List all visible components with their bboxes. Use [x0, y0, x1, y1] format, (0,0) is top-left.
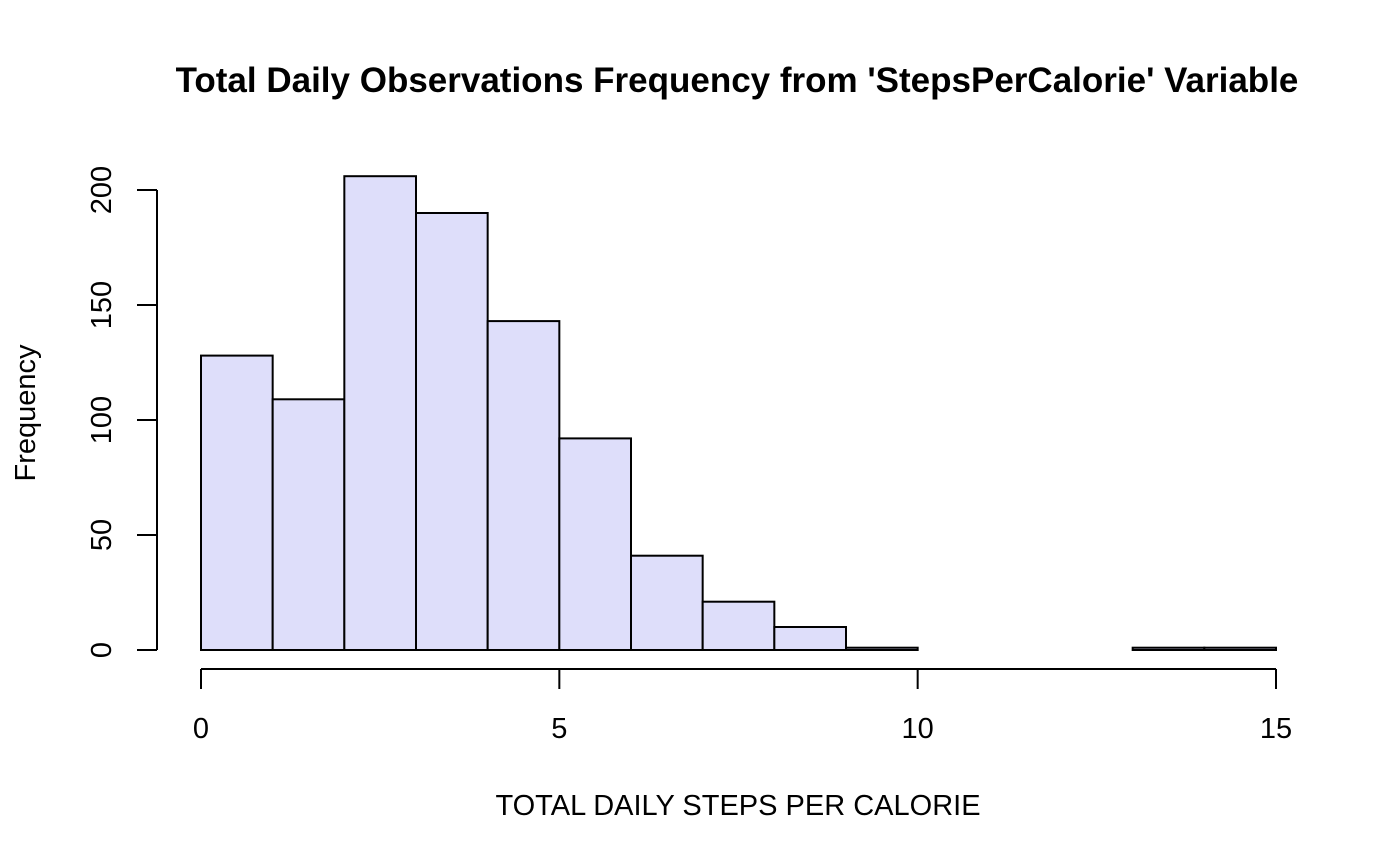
y-tick-label: 150: [86, 281, 118, 329]
histogram-bar: [415, 212, 489, 651]
y-tick-label: 0: [86, 642, 118, 658]
histogram-bar: [845, 646, 919, 652]
histogram-bar: [486, 320, 561, 651]
histogram-bar: [271, 398, 346, 651]
x-axis-label: TOTAL DAILY STEPS PER CALORIE: [495, 790, 980, 822]
x-tick-label: 5: [551, 713, 567, 745]
histogram-bar: [701, 600, 776, 652]
histogram-bar: [343, 175, 418, 651]
bars-group: [200, 175, 1278, 652]
chart-title: Total Daily Observations Frequency from …: [176, 61, 1299, 100]
y-tick-label: 200: [86, 166, 118, 214]
histogram-bar: [558, 437, 632, 651]
histogram-bar: [1203, 646, 1278, 652]
x-tick-label: 10: [902, 713, 934, 745]
histogram-bar: [1131, 646, 1206, 652]
x-axis: 0 5 10 15: [193, 668, 1292, 745]
histogram-bar: [200, 354, 274, 651]
y-tick-label: 100: [86, 396, 118, 444]
histogram-bar: [630, 554, 704, 652]
histogram-bar: [773, 626, 847, 651]
x-tick-label: 15: [1260, 713, 1292, 745]
y-tick-label: 50: [86, 519, 118, 551]
x-tick-label: 0: [193, 713, 209, 745]
y-axis: 0 50 100 150 200: [86, 166, 158, 658]
y-axis-label: Frequency: [10, 344, 42, 482]
